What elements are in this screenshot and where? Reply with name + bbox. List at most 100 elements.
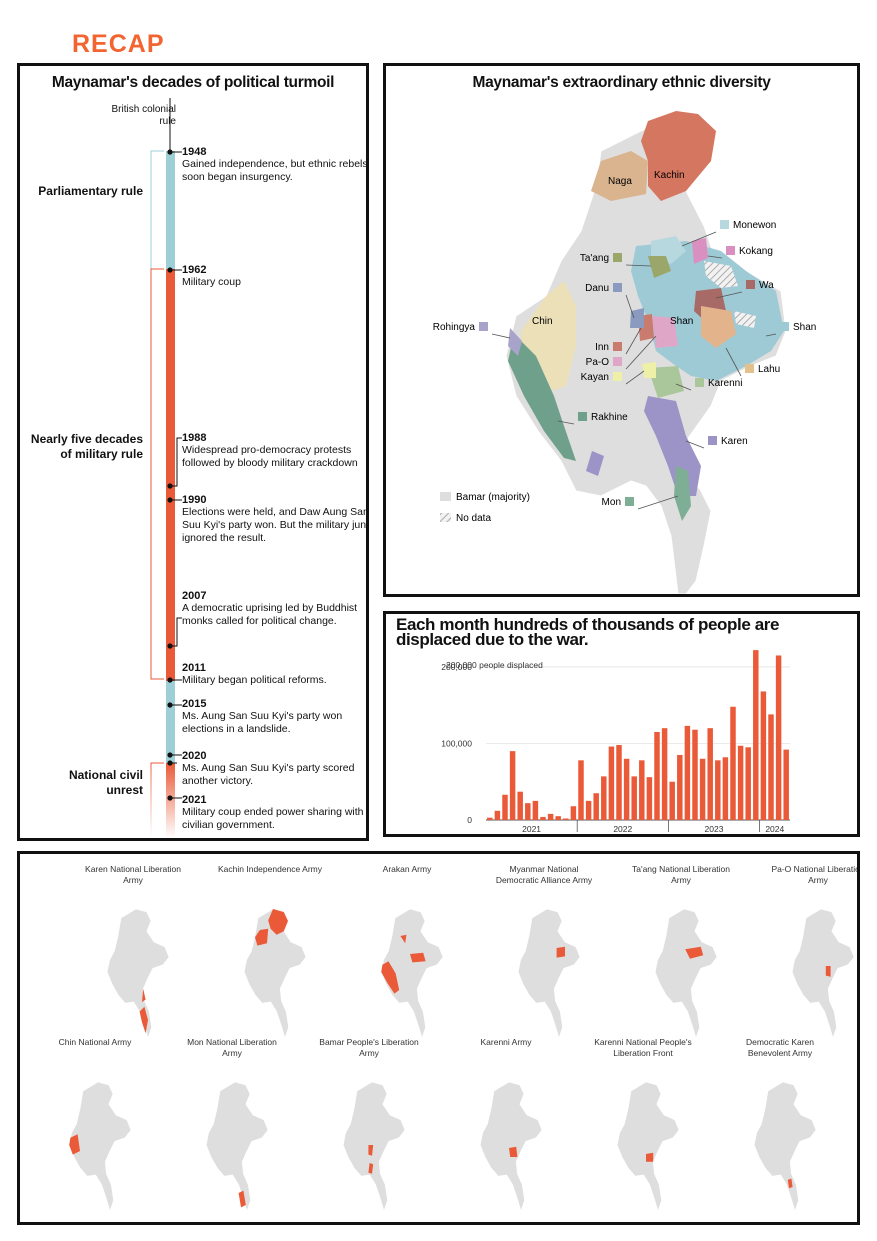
armed-group-map-shape — [616, 1081, 680, 1212]
callout-swatch — [625, 497, 634, 506]
no-data-region — [704, 261, 738, 288]
lahu-region — [701, 306, 736, 348]
armed-group-map: Ta'ang National Liberation Army — [616, 864, 746, 1044]
armed-group-name: Chin National Army — [58, 1037, 132, 1047]
y-tick-label: 200,000 — [441, 662, 472, 672]
armed-group-map-shape — [479, 1081, 543, 1212]
callout-swatch — [613, 253, 622, 262]
callout-label: Rakhine — [591, 412, 628, 423]
callout-swatch — [479, 322, 488, 331]
callout-label: Mon — [602, 497, 621, 508]
callout-swatch — [780, 322, 789, 331]
chart-bar — [623, 758, 630, 820]
country-outline — [654, 908, 718, 1039]
chart-bar — [783, 749, 789, 820]
chart-bar — [547, 813, 554, 820]
callout-label: Danu — [585, 283, 609, 294]
event-text: Widespread pro-democracy protests follow… — [182, 444, 358, 469]
chart-bar — [684, 725, 691, 820]
displacement-chart-panel: Each month hundreds of thousands of peop… — [383, 611, 860, 837]
map-label-chin: Chin — [532, 316, 553, 327]
displacement-chart: 0 100,000 200,000 2021 2022 2023 2024 200,000 … — [441, 650, 790, 834]
callout-swatch — [745, 364, 754, 373]
armed-group-map: Kachin Independence Army — [205, 864, 335, 1044]
controlled-area — [368, 1163, 374, 1174]
controlled-area — [238, 1190, 246, 1208]
chart-bar — [654, 732, 660, 820]
chart-bar — [669, 781, 675, 820]
armed-group-name: Bamar People's Liberation Army — [319, 1037, 419, 1058]
event-1948: 1948 Gained independence, but ethnic rebe… — [182, 146, 366, 184]
chart-bar — [570, 806, 577, 820]
controlled-area — [400, 934, 407, 944]
callout-label: Kokang — [739, 246, 773, 257]
callout-swatch — [613, 357, 622, 366]
controlled-area — [268, 909, 288, 935]
chart-bar — [608, 746, 615, 820]
colonial-rule-label: British colonial rule — [111, 104, 176, 127]
event-year: 1948 — [182, 146, 207, 158]
armed-group-map: Pa-O National Liberation Army — [753, 864, 857, 1044]
event-text: Military began political reforms. — [182, 674, 327, 686]
chart-bar — [661, 728, 668, 820]
callout-swatch — [613, 372, 622, 381]
event-1962: 1962 Military coup — [182, 264, 366, 289]
armed-group-map-shape — [380, 908, 444, 1039]
country-outline — [517, 908, 581, 1039]
kachin-region — [641, 111, 716, 201]
naga-region — [591, 151, 648, 201]
map-label-kachin: Kachin — [654, 170, 685, 181]
armed-group-map-shape — [791, 908, 855, 1039]
chart-bar — [677, 754, 683, 820]
armed-group-map: Karen National Liberation Army — [68, 864, 198, 1044]
map-label-naga: Naga — [608, 176, 632, 187]
armed-group-map: Mon National Liberation Army — [167, 1037, 297, 1217]
bamar-region — [505, 110, 787, 594]
controlled-area — [646, 1152, 654, 1162]
event-year: 1990 — [182, 494, 207, 506]
callout-label: Pa-O — [586, 357, 610, 368]
controlled-area — [368, 1145, 374, 1156]
x-tick-label: 2021 — [522, 824, 541, 834]
event-text: Elections were held, and Daw Aung San Su… — [182, 506, 369, 544]
legend-swatch-bamar — [440, 492, 451, 501]
chart-bar — [699, 758, 706, 820]
chart-bar — [601, 776, 607, 820]
armed-group-map: Chin National Army — [30, 1037, 160, 1217]
armed-group-map-shape — [68, 1081, 132, 1212]
legend-label-nodata: No data — [456, 513, 491, 524]
armed-group-map: Democratic Karen Benevolent Army — [715, 1037, 845, 1217]
controlled-area — [410, 952, 426, 963]
event-text: A democratic uprising led by Buddhist mo… — [182, 602, 358, 627]
armed-group-map: Arakan Army — [342, 864, 472, 1044]
chart-bar — [502, 794, 508, 820]
event-text: Military coup — [182, 276, 241, 288]
armed-group-name: Ta'ang National Liberation Army — [631, 864, 731, 885]
kokang-region — [692, 238, 708, 264]
event-year: 2021 — [182, 794, 207, 806]
controlled-area — [255, 928, 269, 946]
chart-bar — [631, 776, 637, 820]
ethnic-callouts: Monewon Kokang Ta'ang Wa Danu Rohingya Shan Inn… — [433, 220, 816, 508]
chart-bar — [737, 745, 744, 820]
country-outline — [753, 1081, 817, 1212]
chart-bar — [730, 706, 736, 820]
armed-group-map-shape — [342, 1081, 406, 1212]
period-civil-unrest: National civil unrest — [68, 768, 143, 797]
recap-header: RECAP — [72, 30, 165, 58]
armed-groups-panel: Karen National Liberation Army Kachin Ind… — [17, 851, 860, 1225]
controlled-area — [787, 1178, 793, 1189]
callout-label: Shan — [793, 322, 816, 333]
legend-swatch-nodata — [440, 513, 451, 522]
karenni-region — [648, 366, 684, 398]
callout-swatch — [746, 280, 755, 289]
chart-bar — [715, 760, 721, 820]
chart-bar — [616, 745, 622, 820]
chart-bar — [487, 817, 493, 820]
callout-label: Rohingya — [433, 322, 476, 333]
chart-bar — [760, 691, 767, 820]
controlled-area — [381, 961, 400, 994]
chart-bar — [494, 810, 501, 820]
period-military: Nearly five decades of military rule — [30, 432, 143, 461]
taang-region — [648, 256, 671, 278]
